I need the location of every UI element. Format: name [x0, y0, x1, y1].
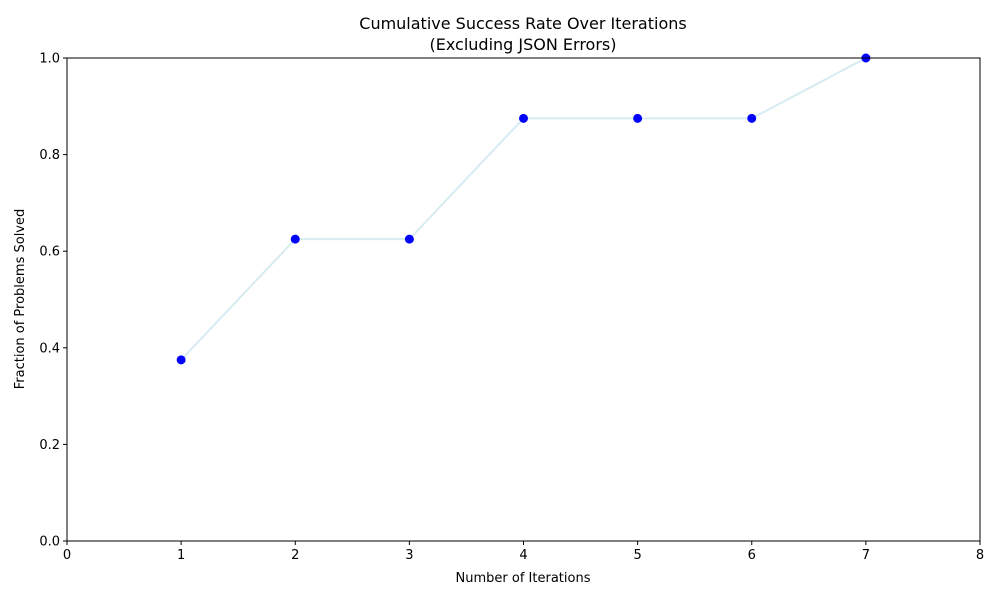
data-point — [404, 234, 414, 244]
x-tick-label: 8 — [976, 548, 984, 563]
y-tick-label: 0.8 — [39, 148, 60, 163]
x-tick-label: 7 — [862, 548, 870, 563]
x-axis-label: Number of Iterations — [456, 571, 591, 586]
y-axis-ticks: 0.0 0.2 0.4 0.6 0.8 1.0 — [39, 52, 67, 550]
chart-title: Cumulative Success Rate Over Iterations — [359, 14, 686, 33]
data-point — [633, 113, 643, 123]
chart-subtitle: (Excluding JSON Errors) — [429, 35, 616, 54]
x-tick-label: 4 — [519, 548, 527, 563]
y-tick-label: 1.0 — [39, 52, 60, 67]
series-line — [180, 57, 867, 361]
data-point — [176, 355, 186, 365]
x-tick-label: 6 — [748, 548, 756, 563]
plot-data-layer — [176, 53, 871, 365]
x-tick-label: 0 — [63, 548, 71, 563]
x-tick-label: 3 — [405, 548, 413, 563]
y-tick-label: 0.4 — [39, 341, 60, 356]
x-tick-label: 5 — [633, 548, 641, 563]
x-tick-label: 2 — [291, 548, 299, 563]
y-tick-label: 0.6 — [39, 245, 60, 260]
x-axis-ticks: 0 1 2 3 4 5 6 7 8 — [63, 541, 984, 563]
data-point — [290, 234, 300, 244]
data-point — [519, 113, 528, 123]
y-tick-label: 0.0 — [39, 535, 60, 550]
data-point — [747, 113, 757, 123]
x-tick-label: 1 — [177, 548, 185, 563]
y-tick-label: 0.2 — [39, 438, 60, 453]
y-axis-label: Fraction of Problems Solved — [13, 209, 28, 390]
plot-frame — [66, 57, 981, 542]
